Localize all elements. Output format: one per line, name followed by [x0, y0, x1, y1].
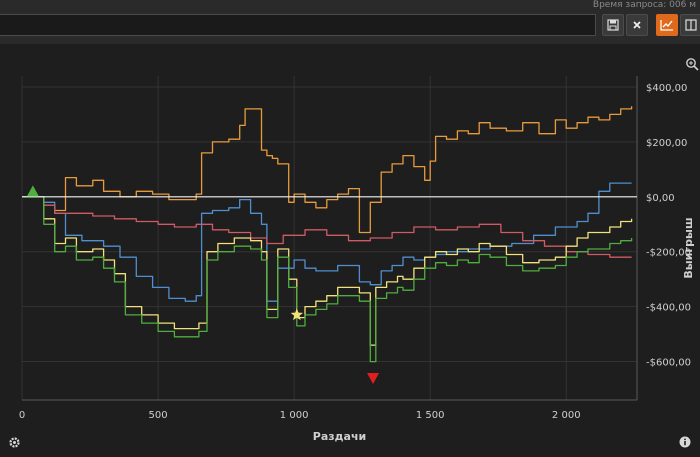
x-axis-title: Раздачи — [313, 430, 366, 443]
settings-button[interactable] — [6, 434, 22, 450]
x-tick-label: 2 000 — [552, 410, 581, 421]
chart-area: 0 500 1 000 1 500 2 000 $400,00 $200,00 $0,00 -$… — [0, 44, 700, 457]
marker-triangle-up — [26, 185, 39, 197]
x-tick-label: 0 — [19, 410, 25, 421]
y-tick-label: $400,00 — [646, 83, 687, 94]
series-line-2 — [22, 196, 632, 258]
series-line-1 — [22, 182, 632, 302]
y-tick-label: $0,00 — [646, 193, 675, 204]
save-icon — [607, 19, 619, 31]
toolbar: Время запроса: 006 м — [0, 0, 700, 44]
grid — [21, 76, 637, 400]
marker-triangle-down — [367, 373, 380, 385]
close-button[interactable] — [626, 14, 648, 36]
series-line-0 — [22, 106, 633, 234]
gear-icon — [8, 436, 20, 448]
query-input[interactable] — [0, 14, 596, 36]
layout-toggle-button[interactable] — [680, 14, 700, 36]
y-axis-title: Выигрыш — [682, 217, 695, 278]
y-tick-label: $200,00 — [646, 138, 687, 149]
zoom-icon — [686, 58, 699, 71]
y-tick-label: -$400,00 — [646, 303, 691, 314]
request-time-label: Время запроса: 006 м — [592, 0, 696, 10]
split-panel-icon — [685, 19, 697, 31]
zoom-button[interactable] — [684, 56, 700, 72]
info-icon — [679, 436, 691, 448]
graph-view-button[interactable] — [656, 14, 678, 36]
info-button[interactable] — [678, 434, 692, 450]
x-tick-label: 1 500 — [416, 410, 445, 421]
x-tick-label: 500 — [149, 410, 168, 421]
marker-star — [290, 308, 303, 321]
x-tick-label: 1 000 — [280, 410, 309, 421]
winnings-chart: 0 500 1 000 1 500 2 000 $400,00 $200,00 $0,00 -$… — [19, 76, 695, 443]
line-graph-icon — [660, 20, 673, 31]
y-tick-label: -$600,00 — [646, 358, 691, 369]
series-line-4 — [22, 196, 633, 363]
y-tick-label: -$200,00 — [646, 248, 691, 259]
save-button[interactable] — [602, 14, 624, 36]
close-icon — [633, 21, 641, 29]
